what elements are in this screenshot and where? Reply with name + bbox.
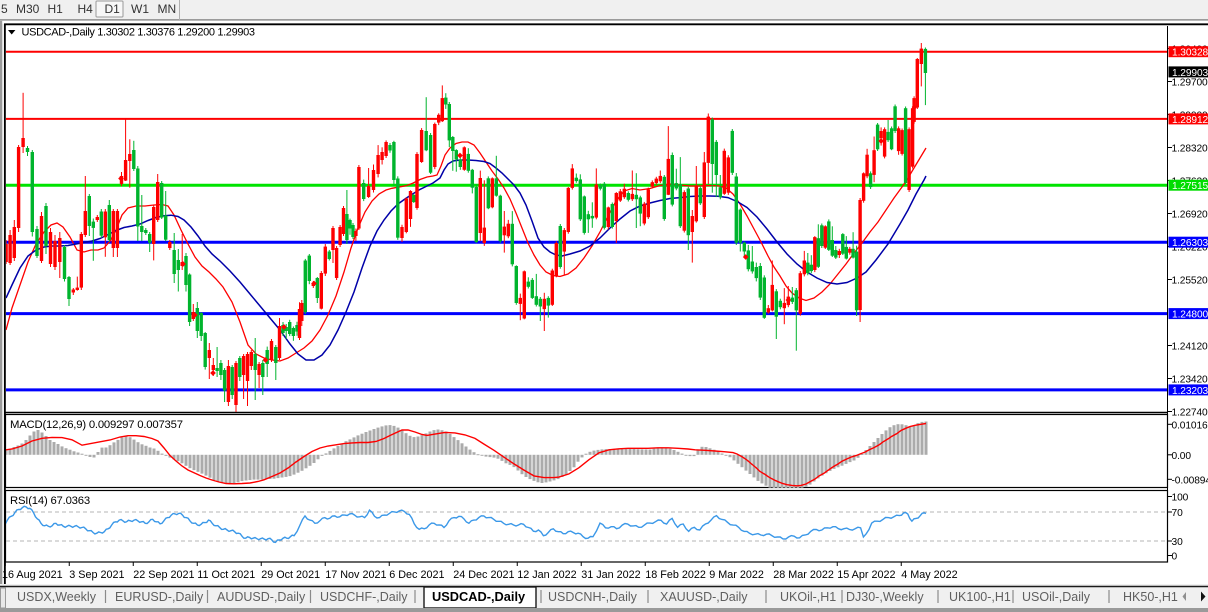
svg-text:1.26220: 1.26220 [1172,243,1208,254]
svg-text:USDCHF-,Daily: USDCHF-,Daily [320,590,408,604]
svg-text:USDX,Weekly: USDX,Weekly [17,590,97,604]
svg-text:USOil-,Daily: USOil-,Daily [1022,590,1091,604]
svg-text:1.24120: 1.24120 [1172,342,1208,353]
svg-text:UK100-,H1: UK100-,H1 [949,590,1011,604]
svg-text:MN: MN [158,2,177,16]
svg-text:29 Oct 2021: 29 Oct 2021 [261,569,320,581]
svg-text:EURUSD-,Daily: EURUSD-,Daily [115,590,204,604]
svg-text:AUDUSD-,Daily: AUDUSD-,Daily [217,590,306,604]
svg-text:1.23420: 1.23420 [1172,375,1208,386]
svg-text:22 Sep 2021: 22 Sep 2021 [133,569,194,581]
svg-text:H4: H4 [78,2,94,16]
svg-text:1.26920: 1.26920 [1172,210,1208,221]
svg-text:1.28320: 1.28320 [1172,144,1208,155]
svg-text:1.25520: 1.25520 [1172,276,1208,287]
svg-text:11 Oct 2021: 11 Oct 2021 [197,569,255,581]
svg-text:100: 100 [1172,493,1189,504]
svg-text:0.010166: 0.010166 [1172,420,1208,431]
svg-text:1.28912: 1.28912 [1172,115,1208,126]
svg-text:4 May 2022: 4 May 2022 [901,569,957,581]
svg-text:USDCAD-,Daily: USDCAD-,Daily [432,589,526,604]
svg-text:1.29903: 1.29903 [1172,68,1208,79]
svg-text:70: 70 [1172,508,1184,519]
svg-text:9 Mar 2022: 9 Mar 2022 [709,569,764,581]
svg-text:M30: M30 [16,2,40,16]
svg-text:0: 0 [1172,552,1178,563]
svg-text:15 Apr 2022: 15 Apr 2022 [837,569,895,581]
svg-text:XAUUSD-,Daily: XAUUSD-,Daily [660,590,748,604]
svg-text:1.23203: 1.23203 [1172,386,1208,397]
svg-text:18 Feb 2022: 18 Feb 2022 [645,569,706,581]
svg-text:1.22740: 1.22740 [1172,408,1208,419]
svg-text:24 Dec 2021: 24 Dec 2021 [453,569,514,581]
svg-text:1.26303: 1.26303 [1172,238,1208,249]
svg-text:D1: D1 [105,2,121,16]
svg-text:28 Mar 2022: 28 Mar 2022 [773,569,834,581]
svg-text:1.27515: 1.27515 [1172,181,1208,192]
svg-text:DJ30-,Weekly: DJ30-,Weekly [846,590,924,604]
svg-text:1.29700: 1.29700 [1172,78,1208,89]
svg-text:31 Jan 2022: 31 Jan 2022 [581,569,640,581]
svg-text:USDCNH-,Daily: USDCNH-,Daily [548,590,638,604]
svg-text:30: 30 [1172,537,1184,548]
svg-text:USDCAD-,Daily 1.30302 1.30376: USDCAD-,Daily 1.30302 1.30376 1.29200 1.… [22,27,255,39]
svg-text:5: 5 [1,2,8,16]
svg-text:12 Jan 2022: 12 Jan 2022 [517,569,576,581]
svg-text:RSI(14) 67.0363: RSI(14) 67.0363 [10,495,90,507]
svg-text:1.30328: 1.30328 [1172,48,1208,59]
svg-text:3 Sep 2021: 3 Sep 2021 [69,569,124,581]
svg-text:0.00: 0.00 [1172,451,1192,462]
svg-text:W1: W1 [131,2,149,16]
svg-text:UKOil-,H1: UKOil-,H1 [780,590,836,604]
svg-text:1.24800: 1.24800 [1172,310,1208,321]
svg-text:-0.00894: -0.00894 [1172,475,1208,486]
svg-text:H1: H1 [48,2,64,16]
svg-text:MACD(12,26,9) 0.009297 0.00735: MACD(12,26,9) 0.009297 0.007357 [10,419,183,431]
svg-text:6 Dec 2021: 6 Dec 2021 [389,569,444,581]
svg-text:17 Nov 2021: 17 Nov 2021 [325,569,386,581]
svg-text:HK50-,H1: HK50-,H1 [1123,590,1178,604]
svg-text:16 Aug 2021: 16 Aug 2021 [2,569,63,581]
